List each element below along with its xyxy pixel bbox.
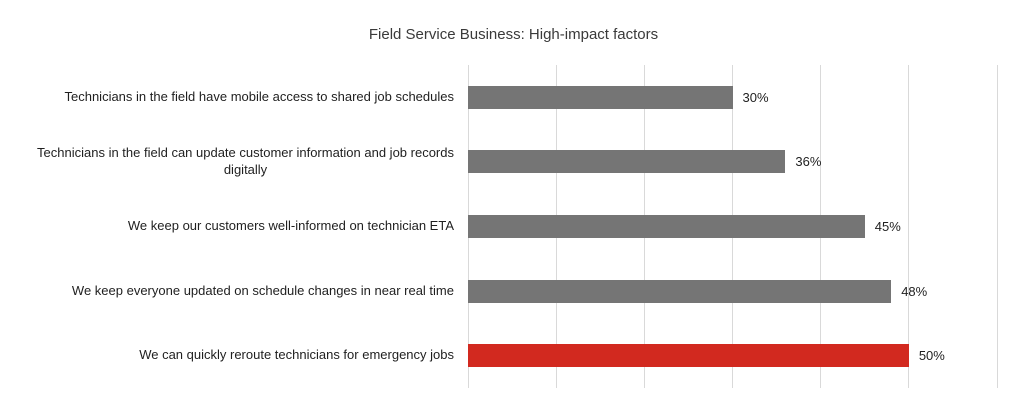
category-label: We keep everyone updated on schedule cha… — [71, 282, 454, 298]
category-label: Technicians in the field can update cust… — [37, 145, 454, 177]
value-label: 50% — [918, 348, 945, 364]
bar-row: 30% — [468, 65, 997, 130]
bar-highlight — [468, 344, 909, 368]
bar-series — [468, 214, 865, 238]
bar-series — [468, 85, 733, 109]
category-label: Technicians in the field have mobile acc… — [64, 88, 454, 104]
category-label: We keep our customers well-informed on t… — [127, 218, 454, 234]
bar-series — [468, 279, 892, 303]
bar-row: 36% — [468, 130, 997, 195]
bar-row: 45% — [468, 194, 997, 259]
gridline-60 — [996, 65, 998, 388]
bar-rows: 30% 36% 45% 48% 50% — [468, 65, 997, 388]
category-row: Technicians in the field have mobile acc… — [0, 65, 461, 130]
category-row: We can quickly reroute technicians for e… — [0, 323, 461, 388]
bar-row: 50% — [468, 323, 997, 388]
plot-area: 30% 36% 45% 48% 50% — [467, 65, 998, 388]
value-label: 48% — [901, 283, 928, 299]
value-label: 45% — [874, 218, 901, 234]
bar-row: 48% — [468, 259, 997, 324]
category-axis: Technicians in the field have mobile acc… — [0, 65, 461, 388]
category-row: Technicians in the field can update cust… — [0, 130, 461, 195]
category-row: We keep our customers well-informed on t… — [0, 194, 461, 259]
value-label: 36% — [795, 154, 822, 170]
value-label: 30% — [742, 89, 769, 105]
category-row: We keep everyone updated on schedule cha… — [0, 259, 461, 324]
chart-title: Field Service Business: High-impact fact… — [368, 26, 659, 43]
category-label: We can quickly reroute technicians for e… — [139, 347, 454, 363]
gridline-50 — [908, 65, 910, 388]
bar-series — [468, 150, 786, 174]
